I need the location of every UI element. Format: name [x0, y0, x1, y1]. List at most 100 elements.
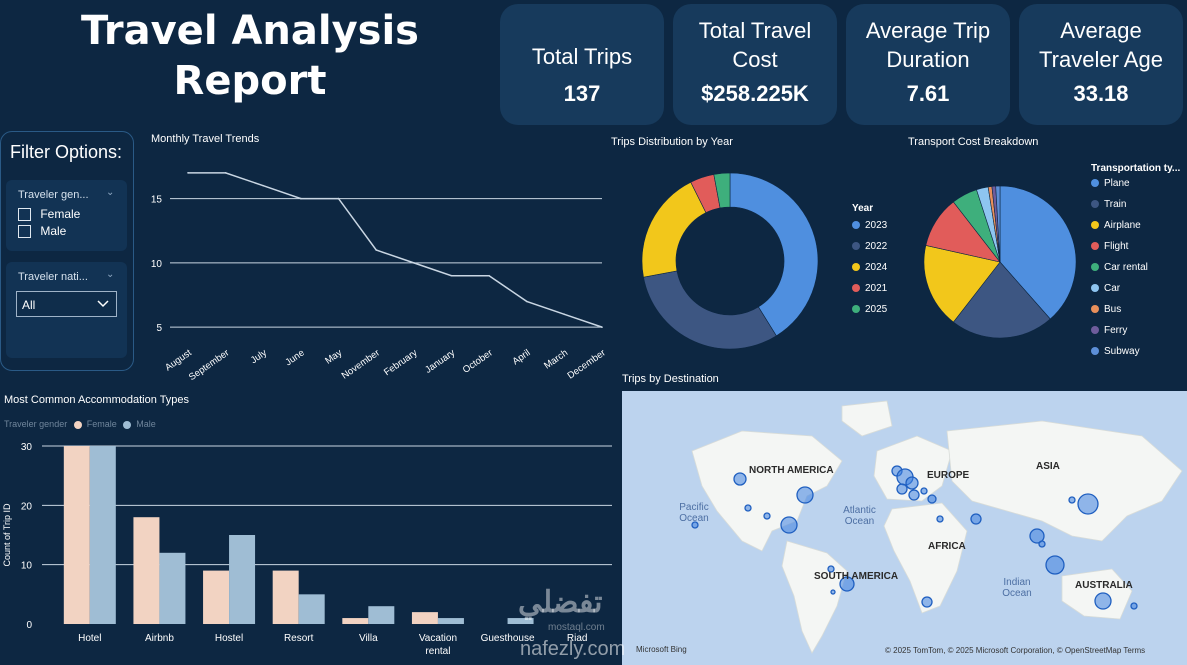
legend-item[interactable]: Car rental [1091, 262, 1148, 283]
legend-label: Bus [1104, 304, 1122, 315]
year-donut-chart [641, 172, 819, 350]
data-point [337, 197, 340, 200]
male-swatch-icon [123, 420, 132, 429]
legend-label: Car [1104, 283, 1121, 294]
legend-male: Male [136, 419, 156, 429]
dropdown-value: All [22, 298, 36, 312]
kpi-label: Average Traveler Age [1039, 18, 1163, 72]
bar [368, 606, 395, 624]
legend-label: Airplane [1104, 220, 1141, 231]
bing-logo: Microsoft Bing [636, 645, 687, 654]
legend-item[interactable]: Airplane [1091, 220, 1148, 241]
x-tick-label: July [249, 347, 269, 366]
filter-title: Filter Options: [10, 142, 123, 162]
data-point [262, 184, 265, 187]
legend-swatch-icon [1091, 263, 1099, 272]
transport-pie-title: Transport Cost Breakdown [908, 136, 1039, 148]
watermark-latin: nafezly.com [520, 638, 626, 660]
chevron-down-icon[interactable]: ⌄ [106, 269, 115, 280]
x-tick-label: Airbnb [145, 633, 174, 644]
bar [507, 618, 534, 624]
legend-swatch-icon [852, 221, 860, 230]
legend-swatch-icon [1091, 305, 1099, 314]
legend-label: Subway [1104, 346, 1140, 357]
bar [298, 594, 325, 624]
bar [89, 446, 116, 624]
bar [437, 618, 464, 624]
continent-label: EUROPE [927, 470, 970, 481]
kpi-average-traveler-age: Average Traveler Age 33.18 [1019, 4, 1183, 125]
y-tick-label: 5 [156, 323, 162, 334]
bar [229, 535, 256, 624]
legend-item[interactable]: Car [1091, 283, 1148, 304]
x-tick-label: May [323, 347, 344, 366]
transport-legend-title: Transportation ty... [1091, 163, 1181, 174]
watermark-sub: mostaql.com [548, 622, 605, 633]
x-tick-label: November [340, 347, 382, 381]
pie-slice [923, 245, 1001, 323]
kpi-total-travel-cost: Total Travel Cost $258.225K [673, 4, 837, 125]
y-axis-label: Count of Trip ID [2, 503, 12, 567]
legend-label: 2025 [865, 304, 888, 315]
pie-slice [643, 270, 777, 350]
trend-line [188, 172, 603, 328]
legend-label: Plane [1104, 178, 1130, 189]
data-point [601, 326, 603, 328]
destination-map[interactable]: NORTH AMERICA EUROPE ASIA AFRICA SOUTH A… [622, 391, 1187, 665]
option-label: Male [40, 224, 67, 238]
checkbox-icon[interactable] [18, 225, 31, 239]
gender-option-female[interactable]: Female [18, 207, 81, 222]
legend-item[interactable]: Train [1091, 199, 1148, 220]
pie-slice [729, 172, 819, 337]
checkbox-icon[interactable] [18, 208, 31, 222]
legend-label: 2021 [865, 283, 888, 294]
legend-item[interactable]: Ferry [1091, 325, 1148, 346]
legend-item[interactable]: Flight [1091, 241, 1148, 262]
legend-label: Flight [1104, 241, 1129, 252]
female-swatch-icon [73, 420, 82, 429]
continent-label: ASIA [1036, 461, 1060, 472]
legend-item[interactable]: 2023 [852, 220, 887, 241]
pie-slice [999, 185, 1077, 320]
data-point [488, 274, 490, 277]
bar [159, 552, 186, 624]
legend-item[interactable]: Subway [1091, 346, 1148, 367]
data-point [413, 262, 415, 264]
transport-pie-chart [923, 185, 1077, 339]
legend-item[interactable]: Bus [1091, 304, 1148, 325]
pie-slice [641, 181, 707, 278]
gender-option-male[interactable]: Male [18, 224, 67, 239]
legend-item[interactable]: 2021 [852, 283, 887, 304]
x-tick-label: August [163, 347, 194, 373]
chevron-down-icon[interactable] [97, 299, 109, 308]
kpi-average-trip-duration: Average Trip Duration 7.61 [846, 4, 1010, 125]
continent-label: AUSTRALIA [1075, 580, 1133, 591]
data-point [187, 172, 189, 174]
legend-swatch-icon [1091, 221, 1099, 230]
accommodation-legend: Traveler gender Female Male [4, 419, 156, 429]
x-tick-label: October [461, 347, 495, 375]
legend-label: 2023 [865, 220, 888, 231]
kpi-value: 137 [563, 81, 601, 106]
chevron-down-icon[interactable]: ⌄ [106, 187, 115, 198]
map-attribution[interactable]: © 2025 TomTom, © 2025 Microsoft Corporat… [885, 646, 1146, 655]
legend-swatch-icon [852, 242, 860, 251]
pie-slice [713, 172, 731, 209]
legend-label: 2022 [865, 241, 888, 252]
legend-item[interactable]: 2025 [852, 304, 887, 325]
x-tick-label: Guesthouse [481, 633, 535, 644]
legend-item[interactable]: 2024 [852, 262, 887, 283]
legend-item[interactable]: Plane [1091, 178, 1148, 199]
legend-item[interactable]: 2022 [852, 241, 887, 262]
data-point [224, 172, 227, 174]
continent-label: SOUTH AMERICA [814, 571, 899, 582]
x-tick-label: June [283, 347, 306, 368]
option-label: Female [40, 207, 81, 221]
nationality-dropdown[interactable]: All [16, 291, 117, 317]
transport-legend: Plane Train Airplane Flight Car rental Car Bus… [1091, 178, 1148, 367]
accommodation-title: Most Common Accommodation Types [4, 394, 190, 406]
legend-swatch-icon [1091, 179, 1099, 188]
data-point [300, 197, 302, 200]
year-donut-title: Trips Distribution by Year [611, 136, 733, 148]
legend-label: Ferry [1104, 325, 1128, 336]
